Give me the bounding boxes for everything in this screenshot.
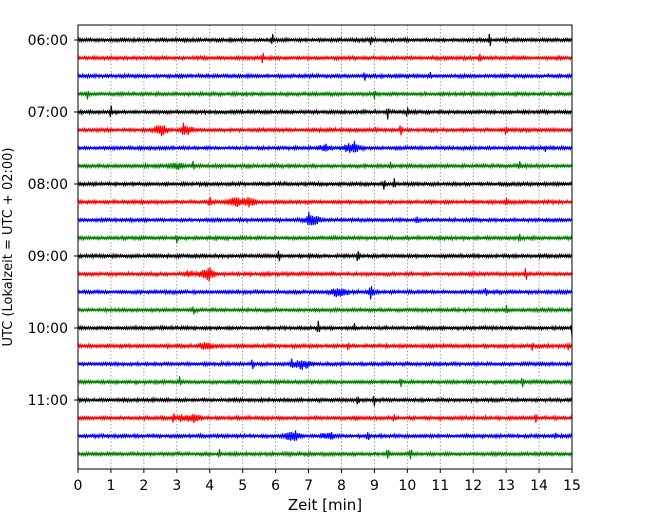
x-axis-ticks: 0 1 2 3 4 5 6 7 8 9 10 11 12 13 14 15 [74,469,581,494]
y-tick-label: 09:00 [28,249,68,265]
y-tick-label: 06:00 [28,33,68,49]
seismogram-traces [77,33,573,460]
x-tick-label: 12 [464,478,482,494]
y-tick-label: 07:00 [28,105,68,121]
x-tick-label: 4 [205,478,214,494]
x-tick-label: 2 [139,478,148,494]
x-tick-label: 7 [304,478,313,494]
x-tick-label: 11 [431,478,449,494]
x-tick-label: 0 [74,478,83,494]
y-axis-title: UTC (Lokalzeit = UTC + 02:00) [1,148,16,347]
x-tick-label: 5 [238,478,247,494]
x-tick-label: 9 [370,478,379,494]
y-tick-label: 11:00 [28,393,68,409]
x-tick-label: 3 [172,478,181,494]
x-tick-label: 8 [337,478,346,494]
x-tick-label: 15 [563,478,581,494]
x-tick-label: 10 [398,478,416,494]
x-tick-label: 6 [271,478,280,494]
x-tick-label: 14 [530,478,548,494]
x-tick-label: 13 [497,478,515,494]
y-axis-ticks: 06:00 07:00 08:00 09:00 10:00 11:00 [28,33,78,409]
y-tick-label: 10:00 [28,321,68,337]
plot-frame [77,24,573,470]
x-axis-title: Zeit [min] [288,496,362,514]
y-tick-label: 08:00 [28,177,68,193]
x-tick-label: 1 [106,478,115,494]
